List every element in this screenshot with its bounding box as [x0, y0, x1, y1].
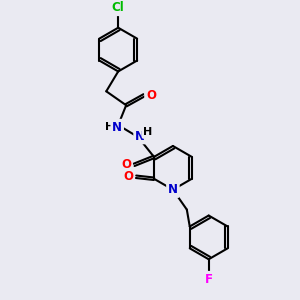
Text: N: N — [135, 130, 145, 142]
Text: O: O — [123, 170, 133, 183]
Text: Cl: Cl — [112, 1, 124, 14]
Text: O: O — [121, 158, 131, 171]
Text: H: H — [143, 127, 153, 137]
Text: H: H — [105, 122, 114, 132]
Text: O: O — [146, 89, 156, 102]
Text: N: N — [112, 121, 122, 134]
Text: N: N — [168, 183, 178, 196]
Text: F: F — [205, 273, 213, 286]
